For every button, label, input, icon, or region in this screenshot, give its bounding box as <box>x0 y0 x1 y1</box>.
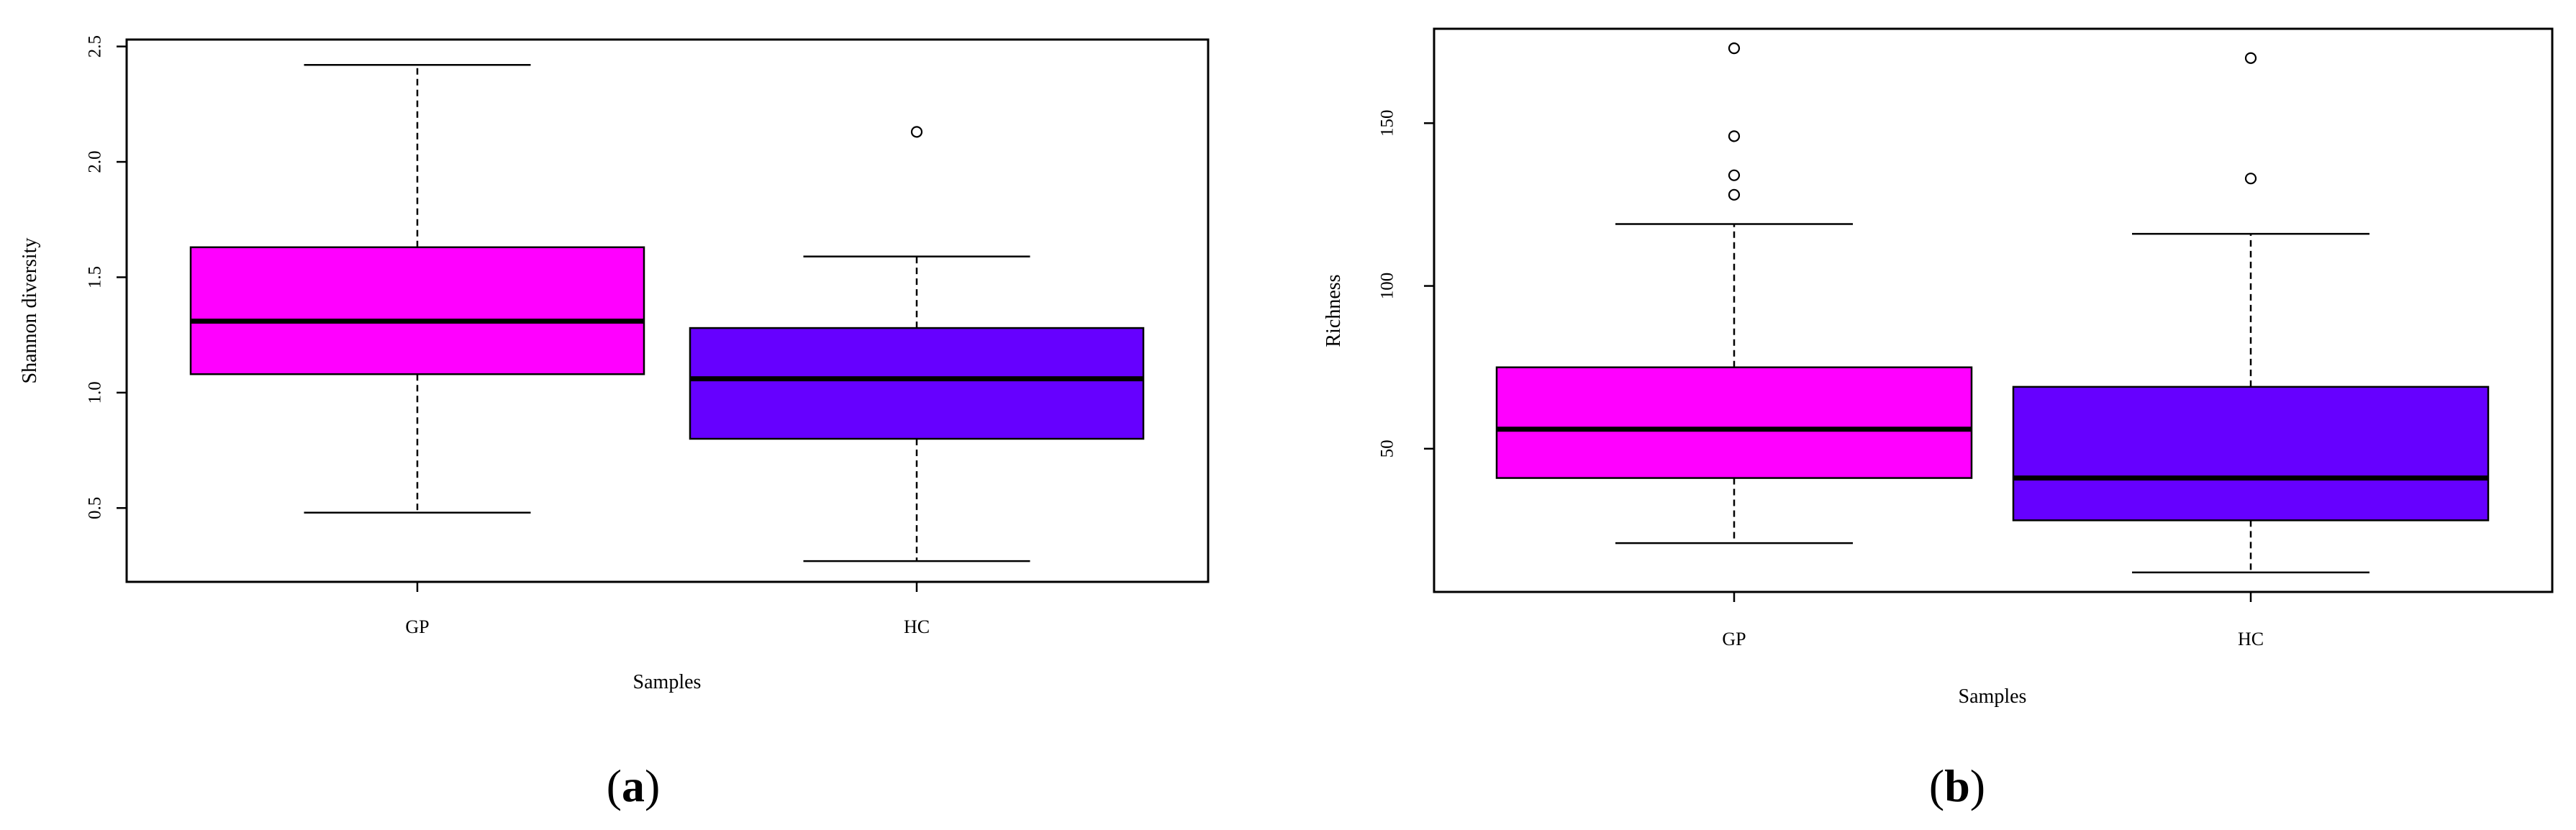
y-axis-title: Richness <box>1323 274 1345 347</box>
outlier-point <box>1728 42 1741 55</box>
outlier-point <box>2244 52 2257 64</box>
panel-label-a: (a) <box>607 760 661 811</box>
box-gp <box>189 64 645 514</box>
iqr-box <box>1495 366 1973 479</box>
outlier-point <box>1728 169 1741 181</box>
y-axis: 0.5 1.0 1.5 2.0 2.5 <box>86 35 127 519</box>
panel-b-richness-boxplot: 50 100 150 GP HC Samples Richness (b) <box>1323 27 2554 811</box>
iqr-box <box>189 246 645 375</box>
y-tick-label: 100 <box>1378 273 1397 300</box>
x-tick-label: HC <box>904 616 930 637</box>
y-tick-label: 1.5 <box>86 266 105 288</box>
y-tick-label: 2.0 <box>86 150 105 173</box>
panel-a-shannon-boxplot: 0.5 1.0 1.5 2.0 2.5 GP HC Samples Shannon div… <box>19 35 1210 811</box>
y-axis-title: Shannon diversity <box>19 238 41 384</box>
x-axis: GP HC <box>405 582 930 637</box>
y-tick-label: 0.5 <box>86 497 105 519</box>
boxes-layer <box>189 64 1145 562</box>
outlier-point <box>2244 173 2257 185</box>
outlier-point <box>1728 188 1741 201</box>
outlier-point <box>1728 130 1741 142</box>
iqr-box <box>2012 386 2490 521</box>
x-tick-label: GP <box>1722 629 1746 649</box>
box-hc <box>2012 52 2490 574</box>
plot-frame <box>125 38 1210 583</box>
outlier-point <box>910 126 923 138</box>
y-axis: 50 100 150 <box>1378 110 1434 457</box>
box-hc <box>689 126 1145 562</box>
y-tick-label: 1.0 <box>86 381 105 403</box>
x-axis-title: Samples <box>633 671 702 693</box>
y-tick-label: 2.5 <box>86 35 105 58</box>
x-tick-label: HC <box>2238 629 2264 649</box>
y-tick-label: 50 <box>1378 439 1397 457</box>
panel-label-b: (b) <box>1929 760 1985 811</box>
iqr-box <box>689 327 1145 440</box>
y-tick-label: 150 <box>1378 110 1397 137</box>
x-axis-title: Samples <box>1959 685 2027 708</box>
box-gp <box>1495 42 1973 544</box>
plot-frame <box>1433 27 2554 593</box>
x-tick-label: GP <box>405 616 429 637</box>
boxes-layer <box>1495 42 2490 574</box>
x-axis: GP HC <box>1722 592 2264 649</box>
